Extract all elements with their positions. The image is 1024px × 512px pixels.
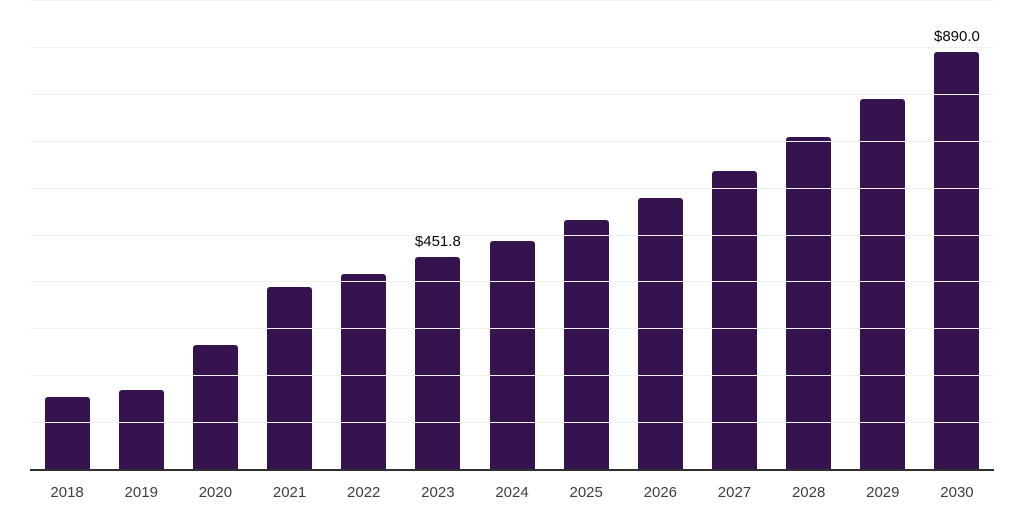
plot-area: $451.8 $890.0 (30, 0, 994, 469)
x-tick-2021: 2021 (272, 484, 307, 501)
x-tick-2026: 2026 (643, 484, 678, 501)
bar-slot-2021 (252, 0, 326, 469)
x-tick-2028: 2028 (791, 484, 826, 501)
bar-value-label-2030: $890.0 (934, 27, 980, 45)
gridline-800 (30, 93, 994, 95)
bar-slot-2029 (846, 0, 920, 469)
gridline-100 (30, 422, 994, 424)
bar-2029 (860, 98, 906, 469)
bar-slot-2024 (475, 0, 549, 469)
bar-slot-2030: $890.0 (920, 0, 994, 469)
x-tick-2025: 2025 (569, 484, 603, 501)
gridline-600 (30, 187, 994, 189)
bar-slot-2018 (30, 0, 104, 469)
x-tick-2030: 2030 (940, 484, 974, 501)
gridline-500 (30, 234, 994, 236)
bar-slot-2025 (549, 0, 623, 469)
bar-2026 (637, 198, 683, 469)
bar-2030 (934, 51, 980, 469)
bar-slot-2022 (327, 0, 401, 469)
x-tick-2027: 2027 (717, 484, 752, 501)
gridline-200 (30, 375, 994, 377)
x-axis-line (30, 469, 994, 471)
x-tick-2018: 2018 (50, 484, 84, 501)
bar-2022 (341, 274, 387, 469)
bar-2028 (786, 137, 832, 469)
bar-slot-2027 (697, 0, 771, 469)
x-tick-2029: 2029 (866, 484, 900, 501)
bar-2019 (118, 390, 164, 469)
bar-slot-2023: $451.8 (401, 0, 475, 469)
bar-2025 (563, 220, 609, 469)
bar-2018 (44, 397, 90, 469)
gridline-700 (30, 140, 994, 142)
bar-slot-2020 (178, 0, 252, 469)
bar-slot-2019 (104, 0, 178, 469)
gridline-300 (30, 328, 994, 330)
bar-value-label-2023: $451.8 (414, 233, 461, 251)
bar-slot-2028 (772, 0, 846, 469)
bar-2020 (192, 345, 238, 469)
x-tick-2024: 2024 (495, 484, 529, 501)
x-tick-2022: 2022 (347, 484, 381, 501)
gridline-900 (30, 46, 994, 48)
bar-2023 (415, 257, 461, 469)
bar-slot-2026 (623, 0, 697, 469)
x-axis-labels: 2018 2019 2020 2021 2022 2023 2024 2025 2026 2027… (30, 471, 994, 501)
bar-2021 (267, 287, 313, 469)
bar-2027 (711, 171, 757, 469)
gridline-400 (30, 281, 994, 283)
gridline-1000 (30, 0, 994, 1)
x-tick-2023: 2023 (421, 484, 455, 501)
bar-2024 (489, 241, 535, 469)
bars-row: $451.8 $890.0 (30, 0, 994, 469)
x-tick-2020: 2020 (198, 484, 233, 501)
x-tick-2019: 2019 (124, 484, 158, 501)
